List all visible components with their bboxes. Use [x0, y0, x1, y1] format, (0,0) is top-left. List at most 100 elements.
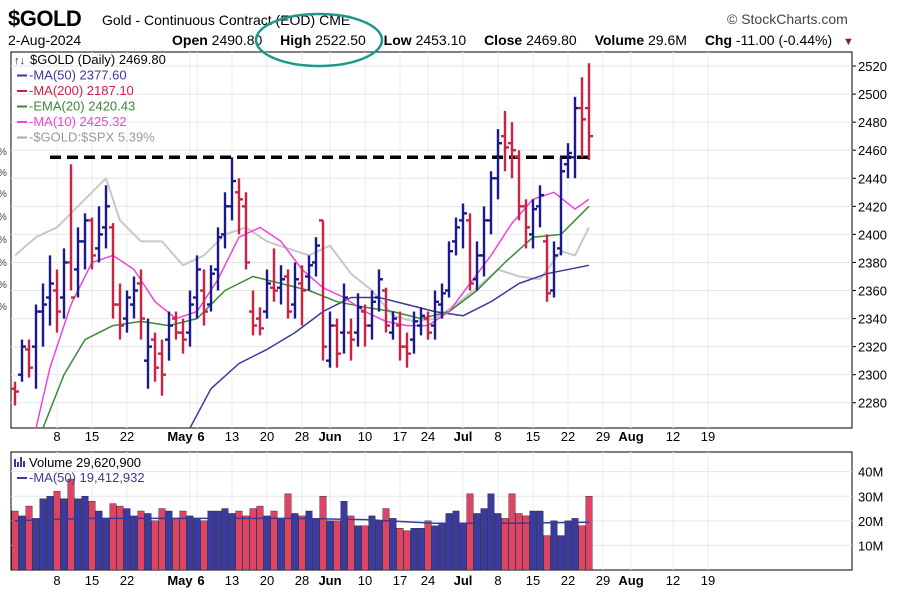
price-xtick-label: 20 [260, 429, 274, 444]
volume-bar [242, 515, 250, 570]
open-label: Open [172, 32, 208, 48]
price-xtick-label: 22 [561, 429, 575, 444]
volume-bar [347, 515, 355, 570]
ohlc-bar [326, 311, 334, 368]
volume-bar [487, 493, 495, 570]
ohlc-bar [144, 318, 152, 389]
volume-bar [263, 515, 271, 570]
volume-bar [67, 478, 75, 570]
volume-xtick-label: 22 [120, 573, 134, 588]
volume-xtick-label: Jul [454, 573, 473, 588]
ohlc-bar [11, 381, 19, 406]
ohlc-bar [543, 234, 551, 302]
ohlc-bar [571, 96, 579, 179]
ohlc-bar [354, 293, 362, 347]
price-ytick-label: 2500 [858, 87, 887, 102]
ohlc-bar [361, 304, 369, 347]
chg-value: -11.00 (-0.44%) [735, 32, 833, 48]
volume-bar [354, 525, 362, 570]
ohlc-bar [88, 217, 96, 270]
ohlc-bar [165, 311, 173, 361]
price-xtick-label: 13 [225, 429, 239, 444]
ohlc-summary: Open 2490.80 High 2522.50 Low 2453.10 Cl… [172, 32, 868, 48]
price-ytick-label: 2320 [858, 340, 887, 355]
volume-icon-bar [20, 457, 22, 467]
volume-bar [466, 493, 474, 570]
volume-bar [361, 525, 369, 570]
volume-ytick-label: 10M [858, 538, 883, 553]
volume-bar [291, 513, 299, 570]
legend-label-ma200: -MA(200) 2187.10 [29, 83, 134, 98]
volume-xtick-label: 28 [295, 573, 309, 588]
ohlc-bar [452, 217, 460, 256]
volume-bar [298, 515, 306, 570]
price-plot-area [11, 63, 593, 428]
volume-bar [137, 510, 145, 570]
volume-xtick-label: 29 [596, 573, 610, 588]
symbol[interactable]: $GOLD [8, 6, 82, 31]
volume-bar [116, 505, 124, 570]
ohlc-bar [249, 290, 257, 336]
volume-bar [452, 510, 460, 570]
volume-bars-icon [14, 457, 25, 467]
volume-xtick-label: 20 [260, 573, 274, 588]
ohlc-bar [473, 241, 481, 291]
ohlc-bar [508, 122, 516, 179]
price-xtick-label: May [167, 429, 193, 444]
volume-bar [200, 520, 208, 570]
chart-date: 2-Aug-2024 [8, 32, 82, 48]
volume-xtick-label: 24 [421, 573, 435, 588]
ohlc-bar [389, 311, 397, 340]
ohlc-bar [256, 307, 264, 336]
volume-bar [284, 493, 292, 570]
brand-copyright[interactable]: © StockCharts.com [727, 11, 848, 27]
left-axis-fragment: % [0, 168, 7, 179]
ohlc-bar [298, 265, 306, 326]
legend-label-ema20: -EMA(20) 2420.43 [29, 99, 135, 114]
volume-bar [193, 518, 201, 570]
price-xtick-label: 8 [53, 429, 60, 444]
volume-bar [424, 520, 432, 570]
ohlc-bar [130, 276, 138, 319]
volume-bar [571, 518, 579, 570]
price-panel-frame [10, 51, 853, 429]
ohlc-bar [445, 241, 453, 298]
volume-bar [270, 510, 278, 570]
ohlc-bar [123, 290, 131, 333]
price-xtick-label: 6 [197, 429, 204, 444]
ohlc-bar [578, 77, 586, 158]
ohlc-bar [193, 255, 201, 319]
volume-bar [340, 500, 348, 570]
ohlc-bar [515, 150, 523, 221]
volume-bar [207, 510, 215, 570]
ohlc-bar [382, 287, 390, 333]
volume-xtick-label: 22 [561, 573, 575, 588]
price-ytick-label: 2340 [858, 312, 887, 327]
ohlc-bar [53, 269, 61, 333]
ohlc-bar [235, 178, 243, 235]
volume-bar [480, 508, 488, 570]
ohlc-bar [340, 283, 348, 354]
legend-label-ma50: -MA(50) 2377.60 [29, 68, 127, 83]
volume-bar [228, 513, 236, 570]
volume-bar [564, 520, 572, 570]
ohlc-bar [585, 63, 593, 161]
price-ytick-label: 2460 [858, 143, 887, 158]
volume-bar [585, 496, 593, 570]
price-xtick-label: 10 [358, 429, 372, 444]
ohlc-bar [347, 318, 355, 361]
volume-bar [508, 493, 516, 570]
ohlc-bar [263, 269, 271, 319]
volume-bar [81, 496, 89, 570]
price-xtick-label: 15 [526, 429, 540, 444]
ohlc-bar [403, 332, 411, 368]
left-axis-fragment: % [0, 235, 7, 246]
high-annotation-ellipse [254, 12, 384, 68]
volume-bar [389, 518, 397, 570]
ohlc-bar [291, 262, 299, 319]
volume-bar [550, 520, 558, 570]
left-axis-fragment: % [0, 280, 7, 291]
left-axis-fragment: % [0, 212, 7, 223]
ohlc-bar [494, 129, 502, 200]
bars-icon: ↑↓ [14, 55, 25, 67]
